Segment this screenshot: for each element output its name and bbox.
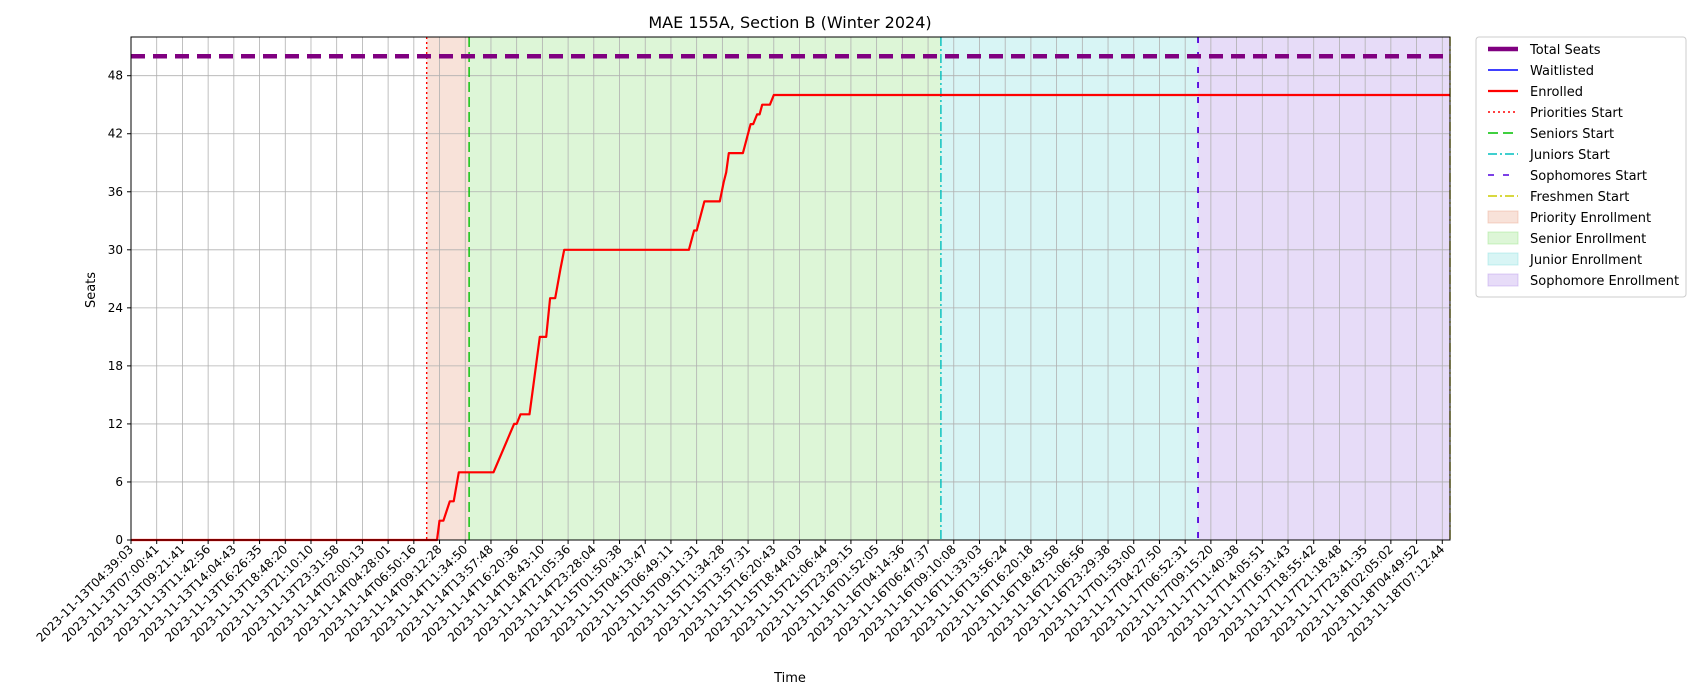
chart-title: MAE 155A, Section B (Winter 2024) <box>648 13 931 32</box>
series-2 <box>131 93 1450 542</box>
y-tick-label-8: 48 <box>108 69 123 83</box>
legend: Total Seats Waitlisted Enrolled Priorities … <box>1475 36 1687 298</box>
phase-region-1 <box>469 37 941 540</box>
legend-label-0: Total Seats <box>1529 43 1601 58</box>
legend-label-11: Sophomore Enrollment <box>1530 274 1679 289</box>
y-tick-label-7: 42 <box>108 127 123 141</box>
legend-swatch-8 <box>1487 210 1519 224</box>
series-lines <box>131 54 1450 542</box>
y-tick-label-4: 24 <box>108 301 123 315</box>
legend-label-6: Sophomores Start <box>1530 169 1647 184</box>
legend-label-3: Priorities Start <box>1530 106 1623 121</box>
x-axis-label: Time <box>773 671 806 686</box>
y-tick-label-1: 6 <box>115 475 123 489</box>
legend-label-7: Freshmen Start <box>1530 190 1629 205</box>
legend-label-8: Priority Enrollment <box>1530 211 1651 226</box>
y-axis-ticks: 0 6 12 18 24 30 36 42 48 <box>108 69 131 547</box>
phase-region-0 <box>426 37 470 540</box>
grid-lines <box>130 37 1450 541</box>
legend-swatch-11 <box>1487 273 1519 287</box>
plot-frame <box>130 36 1451 541</box>
phase-region-2 <box>940 37 1199 540</box>
y-axis-label: Seats <box>84 272 99 308</box>
y-tick-label-3: 18 <box>108 359 123 373</box>
legend-label-2: Enrolled <box>1530 85 1583 100</box>
phase-region-3 <box>1198 37 1450 540</box>
legend-label-4: Seniors Start <box>1530 127 1614 142</box>
legend-label-5: Juniors Start <box>1529 148 1610 163</box>
y-tick-label-0: 0 <box>115 533 123 547</box>
legend-label-10: Junior Enrollment <box>1529 253 1642 268</box>
x-axis-ticks: 2023-11-13T04:39:032023-11-13T07:00:4120… <box>34 540 1447 645</box>
legend-label-9: Senior Enrollment <box>1530 232 1646 247</box>
y-tick-label-5: 30 <box>108 243 123 257</box>
legend-swatch-9 <box>1487 231 1519 245</box>
phase-regions <box>426 37 1450 540</box>
legend-label-1: Waitlisted <box>1530 64 1594 79</box>
legend-box <box>1475 36 1687 298</box>
y-tick-label-2: 12 <box>108 417 123 431</box>
y-tick-label-6: 36 <box>108 185 123 199</box>
legend-swatch-10 <box>1487 252 1519 266</box>
